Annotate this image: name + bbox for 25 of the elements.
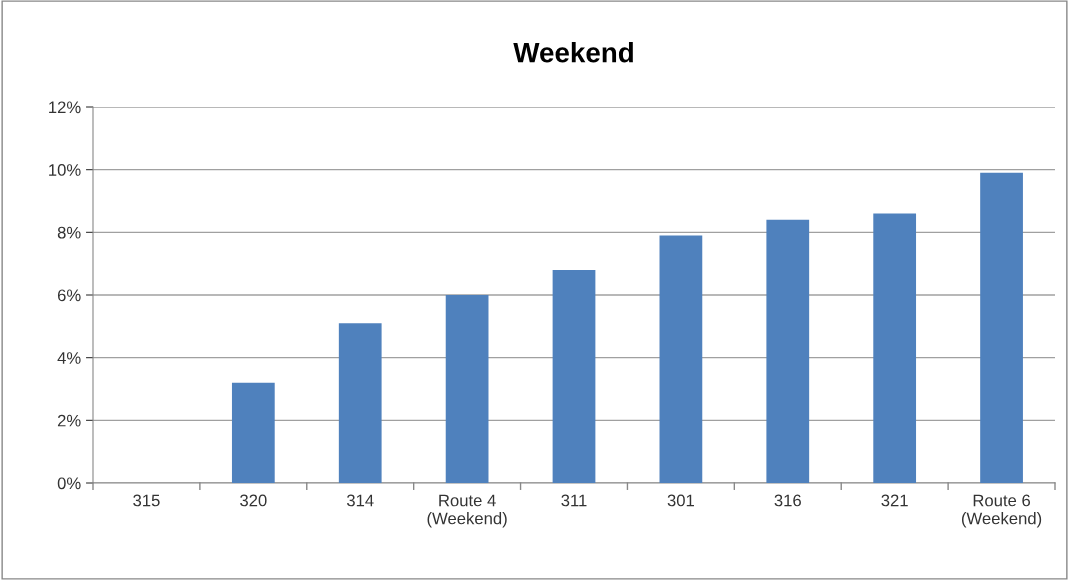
bar: [873, 213, 917, 483]
y-tick-label: 4%: [57, 352, 81, 364]
x-tick-label: 321: [881, 494, 908, 507]
y-tick-label: 2%: [57, 414, 81, 427]
bar: [338, 323, 382, 483]
y-tick-label: 0%: [57, 477, 81, 490]
bar: [659, 235, 703, 483]
x-tick-label: 314: [346, 494, 374, 507]
bar: [445, 295, 489, 483]
x-tick-label: Route 4 (Weekend): [427, 494, 507, 528]
x-tick-label: 301: [667, 494, 694, 507]
y-tick-label: 12%: [49, 101, 81, 114]
bar: [552, 269, 596, 483]
y-tick-label: 6%: [57, 289, 81, 302]
bar: [231, 382, 275, 483]
bar: [980, 172, 1023, 483]
x-tick-label: 315: [133, 494, 160, 507]
x-tick-label: 311: [561, 494, 587, 507]
x-tick-label: Route 6 (Weekend): [961, 494, 1042, 528]
chart-title: Weekend: [513, 42, 633, 63]
x-tick-label: 320: [240, 494, 267, 507]
y-tick-label: 8%: [57, 226, 81, 239]
bar: [766, 219, 810, 483]
y-tick-label: 10%: [49, 164, 81, 176]
x-tick-label: 316: [774, 494, 801, 507]
